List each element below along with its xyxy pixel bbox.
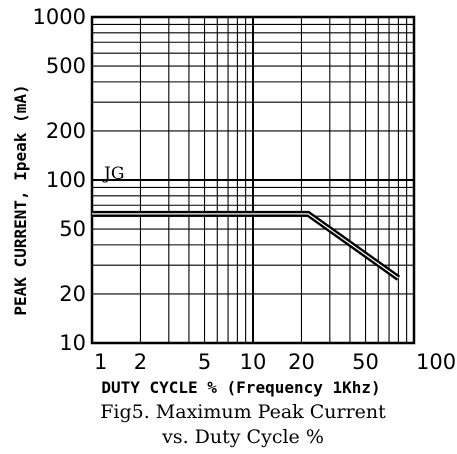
series-line-highlight	[92, 213, 399, 279]
series-label-jg: JG	[102, 164, 124, 184]
x-axis-label: DUTY CYCLE % (Frequency 1Khz)	[101, 378, 380, 397]
y-tick-label: 500	[46, 54, 86, 78]
x-tick-label: 100	[416, 350, 456, 374]
x-tick-label: 2	[134, 350, 147, 374]
y-tick-label: 100	[46, 168, 86, 192]
plot-frame	[90, 15, 416, 345]
y-tick-labels: 1000 500 200 100 50 20 10	[33, 5, 86, 355]
figure-caption-line-1: Fig5. Maximum Peak Current	[100, 401, 386, 423]
y-axis-label: PEAK CURRENT, Ipeak (mA)	[11, 84, 30, 315]
y-tick-label: 20	[59, 282, 86, 306]
y-tick-label: 10	[59, 331, 86, 355]
y-tick-label: 50	[59, 217, 86, 241]
series-layer	[92, 210, 401, 281]
x-tick-label: 50	[352, 350, 379, 374]
y-tick-label: 200	[46, 119, 86, 143]
x-tick-label: 20	[288, 350, 315, 374]
y-tick-label: 1000	[33, 5, 86, 29]
x-tick-label: 10	[240, 350, 267, 374]
x-tick-labels: 1 2 5 10 20 50 100	[94, 350, 456, 374]
x-tick-label: 1	[94, 350, 107, 374]
figure-caption-line-2: vs. Duty Cycle %	[161, 426, 324, 448]
x-tick-label: 5	[198, 350, 211, 374]
